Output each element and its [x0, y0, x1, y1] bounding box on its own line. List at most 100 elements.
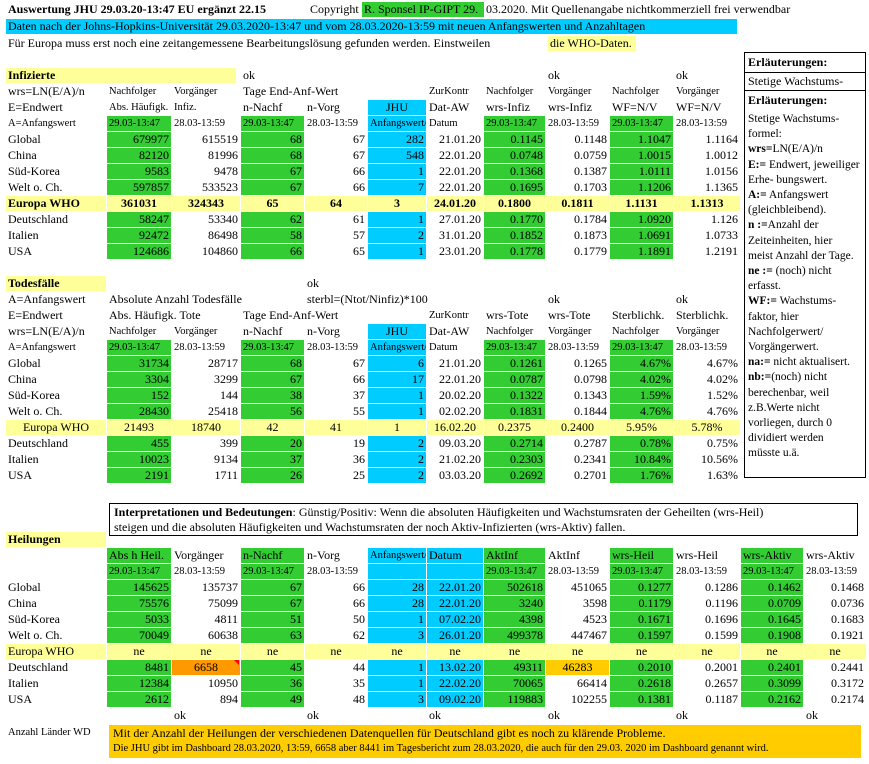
- header-cell: [368, 564, 426, 579]
- section-title-heilungen: Heilungen: [6, 532, 106, 547]
- data-cell: 66: [353, 580, 365, 594]
- data-cell: 0.75%: [707, 436, 738, 450]
- data-cell: 0.1852: [484, 228, 545, 243]
- row-label: Global: [8, 356, 41, 370]
- header-cell: wrs-Tote: [486, 308, 529, 322]
- data-cell: 57: [353, 228, 365, 242]
- header-cell: 28.03-13:59: [307, 118, 359, 129]
- data-cell: 36: [353, 452, 365, 466]
- header-cell: A=Anfangswert: [8, 342, 76, 353]
- data-cell: 86498: [208, 228, 238, 242]
- data-cell: 10.56%: [701, 452, 738, 466]
- ok-marker: ok: [307, 708, 319, 722]
- data-cell: 66: [353, 164, 365, 178]
- data-cell: 0.1908: [741, 628, 803, 643]
- data-cell: 61: [353, 212, 365, 226]
- comment-marker[interactable]: [234, 660, 239, 665]
- data-cell: 0.1811: [546, 196, 609, 211]
- data-cell: 0.1645: [741, 612, 803, 627]
- data-cell: 597857: [107, 180, 171, 195]
- data-cell: 1.126: [711, 212, 738, 226]
- row-label: Süd-Korea: [8, 164, 60, 178]
- legend-line: Nachfolgerwert/: [748, 325, 824, 338]
- legend-title-2: Erläuterungen:: [748, 93, 828, 107]
- data-cell: 92472: [107, 228, 171, 243]
- header-cell: Abs. Häufigk.: [109, 102, 169, 113]
- header-cell: E=Endwert: [8, 308, 63, 322]
- data-cell: 09.03.20: [439, 436, 481, 450]
- data-cell: 1.1206: [610, 180, 673, 195]
- header-cell: Nachfolger: [486, 86, 534, 97]
- data-cell: 22.02.20: [427, 676, 483, 691]
- data-cell: 0.1597: [610, 628, 673, 643]
- data-cell: 26.01.20: [427, 628, 483, 643]
- data-cell: 0.2001: [705, 660, 738, 674]
- data-cell: 0.2657: [705, 676, 738, 690]
- header-cell: Nachfolger: [612, 326, 660, 337]
- data-cell: ne: [305, 644, 367, 659]
- legend-line: A:= Anfangswert: [748, 189, 829, 202]
- header-cell: Nachfolger: [486, 326, 534, 337]
- header-cell: 29.03-13:47: [107, 564, 171, 579]
- data-cell: 23.01.20: [439, 244, 481, 258]
- data-cell: ne: [172, 644, 240, 659]
- data-cell: 21.01.20: [439, 356, 481, 370]
- footer-note: Mit der Anzahl der Heilungen der verschi…: [109, 725, 861, 758]
- row-label: China: [8, 148, 37, 162]
- data-cell: 0.1844: [574, 404, 607, 418]
- data-cell: 0.1286: [705, 580, 738, 594]
- data-cell: 07.02.20: [427, 612, 483, 627]
- row-label: Europa WHO: [6, 196, 106, 211]
- data-cell: 502618: [484, 580, 545, 595]
- row-label: USA: [8, 468, 33, 482]
- header-cell: n-Vorg: [307, 100, 340, 114]
- data-cell: 3: [368, 692, 426, 707]
- data-cell: 62: [241, 212, 304, 227]
- data-cell: 0.1187: [705, 692, 738, 706]
- footer-note-2: Die JHU gibt im Dashboard 28.03.2020, 13…: [113, 743, 769, 754]
- legend-line: n :=Anzahl der: [748, 219, 819, 232]
- data-cell: 1.0012: [705, 148, 738, 162]
- header-cell: wrs-Heil: [676, 548, 718, 562]
- header-cell: Abs h Heil.: [107, 548, 171, 563]
- header-cell: wrs-Infiz: [486, 100, 530, 114]
- data-cell: 0.1599: [705, 628, 738, 642]
- header-cell: ZurKontr: [429, 86, 469, 97]
- header-cell: Datum: [429, 342, 458, 353]
- legend-line: Zeiteinheiten, hier: [748, 234, 833, 247]
- data-cell: 22.01.20: [427, 580, 483, 595]
- data-cell: 399: [220, 436, 238, 450]
- data-cell: 2: [368, 436, 426, 451]
- header-cell: n-Nachf: [243, 324, 283, 338]
- header-cell: 29.03-13:47: [610, 116, 673, 131]
- header-cell: Vorgänger: [548, 86, 592, 97]
- row-label: Süd-Korea: [8, 612, 60, 626]
- data-cell: 499378: [484, 628, 545, 643]
- data-cell: 26: [241, 468, 304, 483]
- data-cell: 1: [368, 420, 426, 435]
- header-cell: 29.03-13:47: [484, 340, 545, 355]
- data-cell: 4523: [583, 612, 607, 626]
- data-cell: 66: [353, 372, 365, 386]
- data-cell: 9134: [214, 452, 238, 466]
- header-cell: 29.03-13:47: [610, 340, 673, 355]
- data-cell: 0.1779: [574, 244, 607, 258]
- ok-marker: ok: [548, 708, 560, 722]
- data-cell: 533523: [202, 180, 238, 194]
- data-cell: 5.95%: [610, 420, 673, 435]
- ok-marker: ok: [174, 708, 186, 722]
- data-cell: ne: [610, 644, 673, 659]
- data-cell: 447467: [571, 628, 607, 642]
- data-cell: 56: [241, 404, 304, 419]
- data-cell: 27.01.20: [439, 212, 481, 226]
- row-label: Deutschland: [8, 660, 68, 674]
- data-cell: 894: [220, 692, 238, 706]
- header-cell: Tage End-Anf-Wert: [243, 308, 339, 322]
- data-cell: 25418: [208, 404, 238, 418]
- report-title: Auswertung JHU 29.03.20-13:47 EU ergänzt…: [8, 2, 266, 16]
- legend-line: dividiert werden: [748, 432, 824, 445]
- ok-marker: ok: [548, 68, 560, 82]
- header-cell: 28.03-13:59: [676, 342, 728, 353]
- data-cell: 49: [241, 692, 304, 707]
- data-cell: 3598: [583, 596, 607, 610]
